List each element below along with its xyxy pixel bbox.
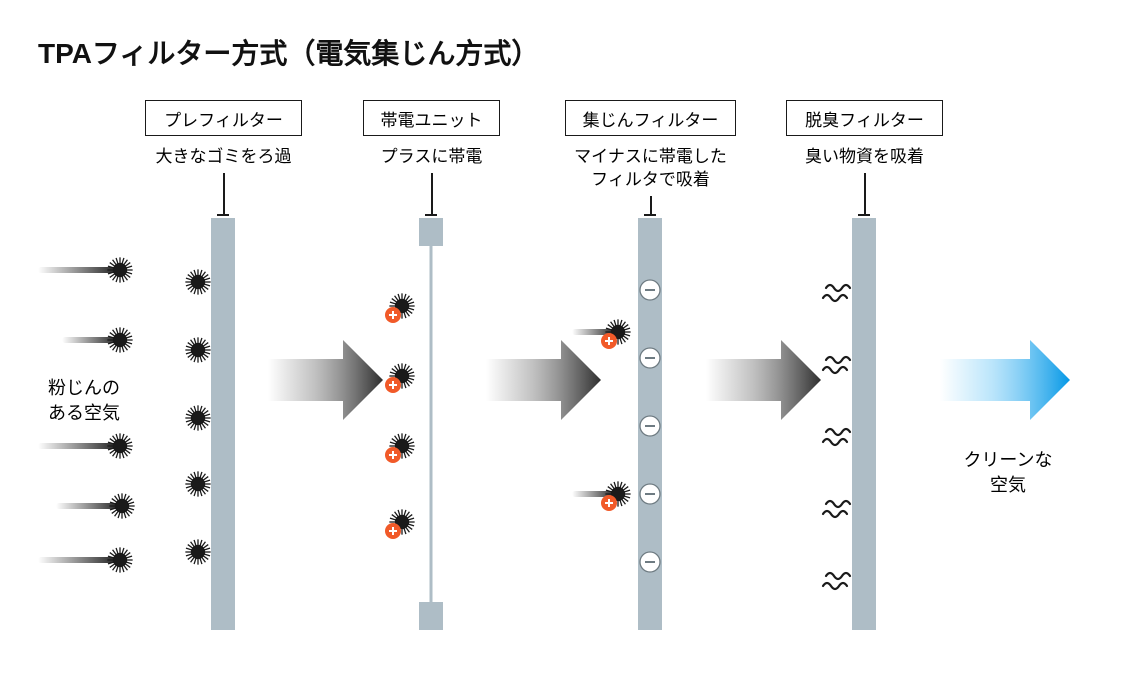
clean-air-label: クリーンな 空気 xyxy=(948,448,1068,498)
diagram-svg xyxy=(0,0,1135,677)
dusty-air-label: 粉じんの ある空気 xyxy=(34,376,134,426)
